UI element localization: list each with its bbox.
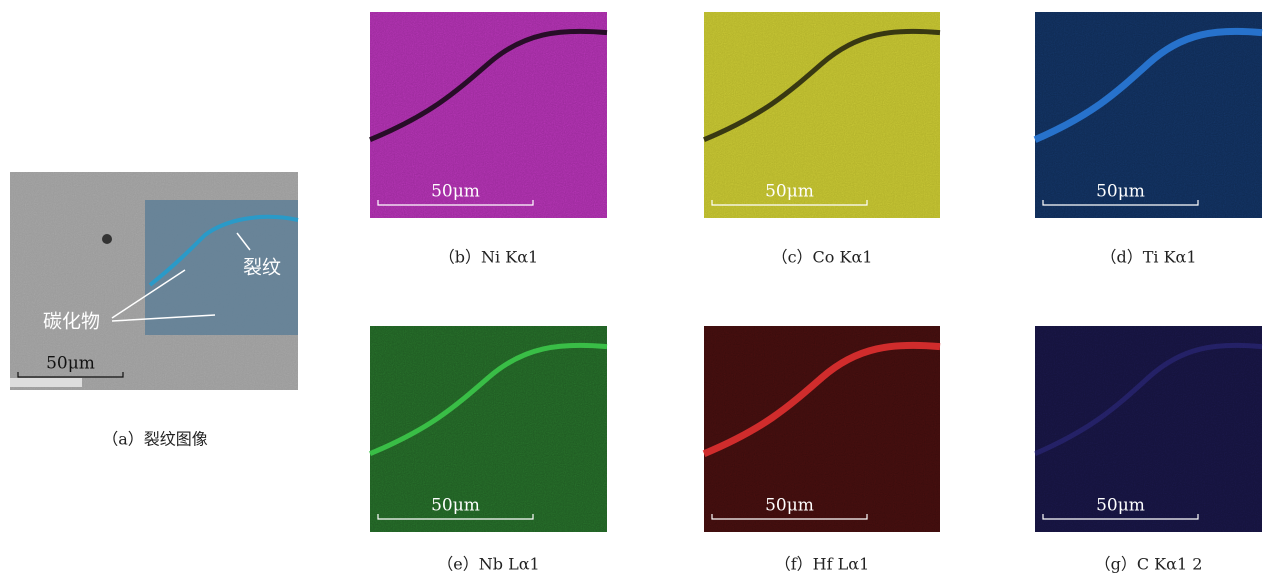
caption: （f）Hf Lα1: [775, 555, 870, 574]
noise: [370, 12, 607, 218]
caption: （d）Ti Kα1: [1100, 248, 1196, 267]
caption: （e）Nb Lα1: [437, 555, 539, 574]
noise: [1035, 12, 1262, 218]
scale-label: 50μm: [46, 354, 95, 374]
panel: 50μm: [370, 12, 607, 218]
panel: 50μm: [370, 326, 607, 532]
scale-label: 50μm: [765, 496, 814, 516]
annotation: 裂纹: [243, 257, 281, 279]
panel: 50μm: [1035, 12, 1262, 218]
panel: 50μm: [1035, 326, 1262, 532]
scale-label: 50μm: [431, 182, 480, 202]
figure: 裂纹碳化物 50μm （a）裂纹图像 50μm （b）Ni Kα1 50μm （c）Co K…: [0, 0, 1263, 575]
scale-label: 50μm: [765, 182, 814, 202]
noise: [1035, 326, 1262, 532]
panel: 50μm: [704, 12, 940, 218]
annotation: 碳化物: [43, 311, 100, 333]
panel: 50μm: [704, 326, 940, 532]
caption: （a）裂纹图像: [102, 430, 208, 449]
scale-label: 50μm: [1096, 182, 1145, 202]
pore: [102, 234, 112, 244]
caption: （g）C Kα1 2: [1095, 555, 1203, 574]
toolbar: [10, 378, 82, 387]
caption: （b）Ni Kα1: [439, 248, 538, 267]
scale-label: 50μm: [431, 496, 480, 516]
noise: [704, 12, 940, 218]
noise: [370, 326, 607, 532]
noise: [704, 326, 940, 532]
scale-label: 50μm: [1096, 496, 1145, 516]
caption: （c）Co Kα1: [772, 248, 873, 267]
